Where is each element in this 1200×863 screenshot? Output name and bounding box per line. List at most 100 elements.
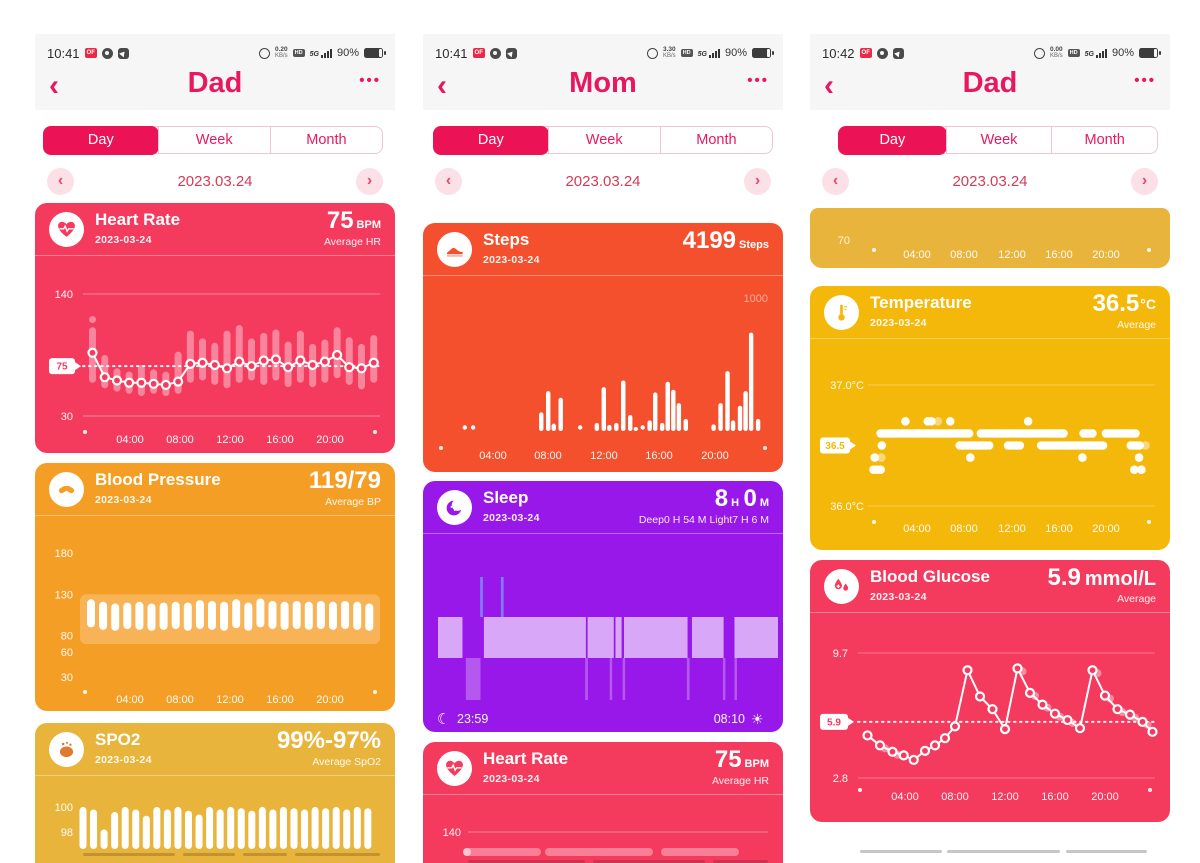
spo2-card[interactable]: SPO2 2023-03-24 99%-97% Average SpO2 100…	[35, 723, 395, 863]
svg-text:180: 180	[55, 548, 73, 560]
card-title: Heart Rate	[483, 749, 569, 768]
tab-day[interactable]: Day	[837, 125, 948, 155]
card-date: 2023-03-24	[95, 494, 152, 506]
card-value: 75 BPM Average HR	[323, 207, 381, 248]
next-date-button[interactable]: ›	[1130, 167, 1158, 195]
carrier-badge: OF	[84, 48, 97, 58]
card-value: 36.5°C Average	[1092, 290, 1156, 331]
blood-pressure-card[interactable]: Blood Pressure 2023-03-24 119/79 Average…	[35, 463, 395, 711]
svg-text:23:59: 23:59	[457, 712, 488, 726]
phone-screen-dad-1: 10:41 OF 0.20 KB/s HD 5G 90% ‹ Dad ••• Da…	[35, 34, 395, 863]
battery-percent: 90%	[336, 47, 359, 59]
svg-text:12:00: 12:00	[998, 523, 1026, 535]
battery-percent: 90%	[724, 47, 747, 59]
tab-month[interactable]: Month	[269, 127, 382, 153]
svg-text:08:00: 08:00	[950, 523, 978, 535]
nav-bar: ‹ Mom •••	[423, 64, 783, 110]
date-navigator: ‹ 2023.03.24 ›	[435, 166, 771, 196]
steps-card[interactable]: Steps 2023-03-24 4199 Steps 1000 04:00 08:0…	[423, 223, 783, 472]
blood-glucose-card[interactable]: Blood Glucose 2023-03-24 5.9 mmol/L Avera…	[810, 560, 1170, 822]
tab-day[interactable]: Day	[42, 125, 160, 155]
tab-week[interactable]: Week	[547, 127, 660, 153]
back-button[interactable]: ‹	[437, 69, 447, 102]
svg-text:130: 130	[55, 589, 73, 601]
heart-rate-card[interactable]: Heart Rate 2023-03-24 75 BPM Average HR 1…	[423, 742, 783, 863]
tab-month[interactable]: Month	[659, 127, 772, 153]
svg-text:36.0°C: 36.0°C	[830, 501, 864, 513]
scrolled-card-bottom[interactable]: 70 04:00 08:00 12:00 16:00 20:00	[810, 208, 1170, 268]
battery-icon	[1139, 48, 1161, 58]
tab-day[interactable]: Day	[432, 125, 550, 155]
battery-icon	[364, 48, 386, 58]
header-background	[810, 34, 1170, 110]
next-date-button[interactable]: ›	[355, 167, 383, 195]
card-value: 5.9 mmol/L Average	[1047, 564, 1157, 605]
hd-badge: HD	[1067, 49, 1080, 57]
svg-text:08:00: 08:00	[166, 694, 194, 706]
temperature-chart: 37.0°C 36.0°C 36.5 04:00 08:00 12:00 16:00 20:0…	[820, 380, 1155, 535]
svg-text:16:00: 16:00	[266, 434, 294, 446]
svg-text:100: 100	[55, 802, 73, 814]
notification-circle-icon	[489, 47, 501, 59]
current-date: 2023.03.24	[565, 172, 641, 190]
current-date: 2023.03.24	[952, 172, 1028, 190]
tab-week[interactable]: Week	[945, 127, 1052, 153]
more-menu-button[interactable]: •••	[1134, 72, 1156, 89]
svg-text:140: 140	[443, 827, 461, 839]
heart-rate-icon	[49, 212, 84, 247]
card-header: Steps 2023-03-24 4199 Steps	[423, 223, 783, 276]
carrier-badge: OF	[859, 48, 872, 58]
network-speed: 0.00 KB/s	[1050, 46, 1063, 59]
next-card-divider	[810, 850, 1170, 853]
date-navigator: ‹ 2023.03.24 ›	[47, 166, 383, 196]
blood-pressure-icon	[49, 472, 84, 507]
next-date-button[interactable]: ›	[743, 167, 771, 195]
header-background	[423, 34, 783, 110]
card-value: 99%-97% Average SpO2	[276, 727, 381, 768]
prev-date-button[interactable]: ‹	[822, 167, 849, 195]
blood-pressure-chart: 180 130 80 60 30 04:00 08:00 12:00 16:00 20:00	[55, 548, 380, 706]
card-value: 4199 Steps	[682, 227, 769, 254]
steps-chart: 1000 04:00 08:00 12:00 16:00 20:00	[439, 293, 768, 462]
tab-month[interactable]: Month	[1051, 127, 1157, 153]
svg-text:☾: ☾	[437, 711, 450, 728]
tab-week[interactable]: Week	[157, 127, 270, 153]
svg-text:2.8: 2.8	[833, 773, 848, 785]
phone-screen-mom: 10:41 OF 3.30 KB/s HD 5G 90% ‹ Mom ••• Da…	[423, 34, 783, 863]
card-title: Steps	[483, 230, 530, 249]
header-background	[35, 34, 395, 110]
svg-text:9.7: 9.7	[833, 648, 848, 660]
svg-text:08:10: 08:10	[714, 712, 745, 726]
network-speed: 0.20 KB/s	[275, 46, 288, 59]
more-menu-button[interactable]: •••	[747, 72, 769, 89]
spo2-icon	[49, 732, 84, 767]
card-title: Sleep	[483, 488, 529, 507]
battery-icon	[752, 48, 774, 58]
battery-percent: 90%	[1111, 47, 1134, 59]
svg-text:5.9: 5.9	[827, 717, 841, 728]
card-title: Blood Pressure	[95, 470, 221, 489]
clock-time: 10:41	[435, 45, 468, 61]
card-date: 2023-03-24	[870, 591, 927, 603]
signal-icon: 5G	[698, 48, 720, 58]
status-bar: 10:41 OF 0.20 KB/s HD 5G 90%	[35, 42, 395, 64]
svg-text:12:00: 12:00	[998, 249, 1026, 261]
svg-text:20:00: 20:00	[316, 694, 344, 706]
prev-date-button[interactable]: ‹	[435, 167, 462, 195]
svg-text:16:00: 16:00	[1041, 791, 1069, 803]
svg-text:20:00: 20:00	[1092, 249, 1120, 261]
svg-text:80: 80	[61, 631, 73, 643]
card-header: Heart Rate 2023-03-24 75 BPM Average HR	[423, 742, 783, 795]
temperature-card[interactable]: Temperature 2023-03-24 36.5°C Average 37…	[810, 286, 1170, 550]
more-menu-button[interactable]: •••	[359, 72, 381, 89]
back-button[interactable]: ‹	[824, 69, 834, 102]
back-button[interactable]: ‹	[49, 69, 59, 102]
heart-rate-card[interactable]: Heart Rate 2023-03-24 75 BPM Average HR 1…	[35, 203, 395, 453]
svg-text:20:00: 20:00	[701, 450, 729, 462]
svg-text:30: 30	[61, 672, 73, 684]
prev-date-button[interactable]: ‹	[47, 167, 74, 195]
notification-circle-icon	[101, 47, 113, 59]
